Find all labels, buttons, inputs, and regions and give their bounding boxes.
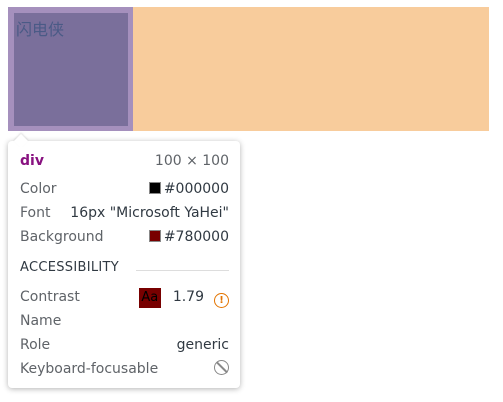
value-text: #780000 xyxy=(163,229,229,245)
style-row: Font 16px "Microsoft YaHei" xyxy=(20,203,229,223)
row-label: Name xyxy=(20,313,62,329)
contrast-sample: Aa xyxy=(138,288,161,308)
value-text: generic xyxy=(176,337,229,353)
row-label: Font xyxy=(20,205,51,221)
row-value: generic xyxy=(177,335,229,355)
row-label: Contrast xyxy=(20,289,80,305)
row-label: Background xyxy=(20,229,104,245)
accessibility-row: Name xyxy=(20,311,229,331)
accessibility-row: Role generic xyxy=(20,335,229,355)
row-value xyxy=(214,359,229,379)
separator xyxy=(136,270,229,271)
accessibility-row: Contrast Aa 1.79! xyxy=(20,287,229,308)
row-label: Color xyxy=(20,181,57,197)
warning-icon: ! xyxy=(214,293,229,308)
element-size: 100 × 100 xyxy=(154,153,229,169)
section-title: ACCESSIBILITY xyxy=(20,260,119,275)
value-text: #000000 xyxy=(163,181,229,197)
value-text: 1.79 xyxy=(172,289,204,305)
row-label: Keyboard-focusable xyxy=(20,361,159,377)
row-value: #780000 xyxy=(148,227,229,247)
row-value: Aa 1.79! xyxy=(138,287,229,308)
accessibility-row: Keyboard-focusable xyxy=(20,359,229,379)
tag-name: div xyxy=(20,153,44,169)
color-swatch xyxy=(148,230,161,242)
row-label: Role xyxy=(20,337,51,353)
highlight-content xyxy=(14,13,128,126)
style-row: Color #000000 xyxy=(20,179,229,199)
element-text: 闪电侠 xyxy=(16,20,65,39)
row-value: #000000 xyxy=(148,179,229,199)
inspect-tooltip: div 100 × 100 Color #000000 Font 16px "Micr… xyxy=(8,141,240,388)
value-text: 16px "Microsoft YaHei" xyxy=(70,205,229,221)
style-row: Background #780000 xyxy=(20,227,229,247)
not-focusable-icon xyxy=(214,360,229,375)
color-swatch xyxy=(148,182,161,194)
row-value: 16px "Microsoft YaHei" xyxy=(70,203,229,223)
